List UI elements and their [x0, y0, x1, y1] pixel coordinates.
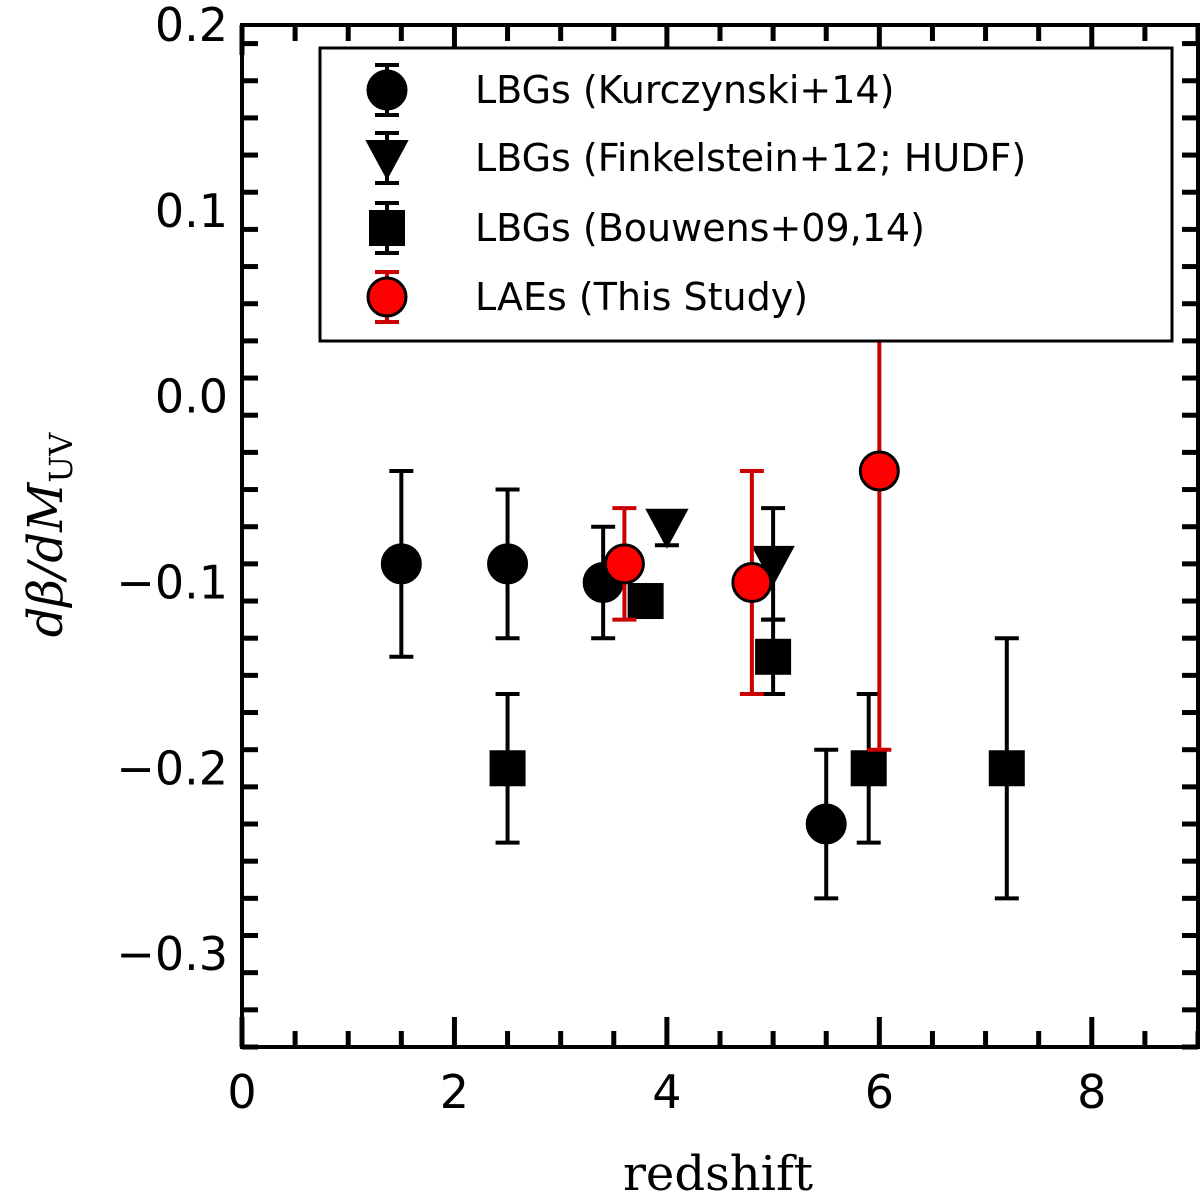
data-point-square	[755, 638, 792, 675]
y-tick-label: 0.1	[155, 184, 228, 238]
data-point-circle	[380, 543, 422, 585]
legend-marker	[366, 276, 408, 318]
data-point-square	[627, 583, 664, 620]
legend-label: LBGs (Kurczynski+14)	[475, 68, 894, 112]
legend-entry: LBGs (Kurczynski+14)	[366, 63, 894, 117]
data-point-square	[850, 750, 887, 787]
y-tick-label: −0.1	[116, 555, 228, 609]
legend: LBGs (Kurczynski+14) LBGs (Finkelstein+12…	[365, 63, 1026, 324]
data-point-circle	[805, 803, 847, 845]
x-axis-title: redshift	[623, 1146, 813, 1200]
x-tick-label: 8	[1077, 1065, 1106, 1119]
series-2	[645, 506, 795, 622]
data-point-circle	[731, 561, 773, 603]
legend-entry: LBGs (Bouwens+09,14)	[369, 201, 925, 255]
y-axis-title-subscript: UV	[42, 432, 80, 483]
y-axis-title: dβ/dMUV	[18, 432, 80, 638]
data-point-triangle	[645, 508, 689, 549]
data-point-circle	[487, 543, 529, 585]
tick-labels: 0 2 4 6 8 0.2 0.1 0.0 −0.1 −0.2 −0.3	[116, 0, 1106, 1119]
y-tick-label: 0.0	[155, 370, 228, 424]
legend-marker	[365, 140, 409, 181]
legend-label: LAEs (This Study)	[475, 275, 808, 319]
series-4	[603, 190, 900, 752]
legend-entry: LBGs (Finkelstein+12; HUDF)	[365, 131, 1026, 185]
legend-entry: LAEs (This Study)	[366, 270, 808, 324]
data-point-circle	[603, 543, 645, 585]
y-tick-label: 0.2	[155, 0, 228, 52]
legend-marker	[369, 210, 405, 246]
y-axis-title-main: dβ/dM	[18, 481, 74, 637]
y-tick-label: −0.3	[116, 927, 228, 981]
series-3	[489, 583, 1025, 901]
y-tick-label: −0.2	[116, 741, 228, 795]
legend-label: LBGs (Finkelstein+12; HUDF)	[475, 136, 1026, 180]
data-point-square	[988, 750, 1025, 787]
x-tick-label: 2	[440, 1065, 469, 1119]
x-tick-label: 6	[865, 1065, 894, 1119]
legend-label: LBGs (Bouwens+09,14)	[475, 206, 925, 250]
x-tick-label: 4	[652, 1065, 681, 1119]
data-point-square	[489, 750, 526, 787]
plot-frame	[240, 23, 1200, 1049]
legend-box	[318, 46, 1174, 343]
x-tick-label: 0	[227, 1065, 256, 1119]
series-1	[380, 468, 847, 901]
data-marks	[380, 190, 1025, 901]
legend-marker	[366, 69, 408, 111]
data-point-circle	[858, 450, 900, 492]
